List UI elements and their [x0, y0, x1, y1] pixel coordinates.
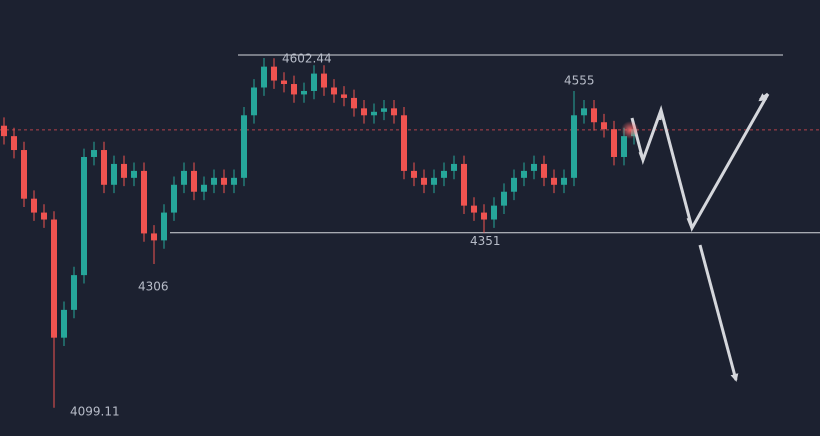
candle-body — [11, 136, 17, 151]
candle-body — [381, 108, 387, 112]
price-label: 4099.11 — [70, 404, 120, 418]
candle-body — [91, 150, 97, 157]
candle-body — [431, 177, 437, 185]
candle-body — [341, 94, 347, 98]
candle-body — [521, 170, 527, 178]
candle-body — [331, 87, 337, 95]
candle-body — [571, 115, 577, 178]
candle-body — [401, 115, 407, 171]
candle-body — [561, 177, 567, 185]
candle-body — [301, 90, 307, 95]
candle-body — [151, 233, 157, 241]
candle-body — [421, 177, 427, 185]
candle-body — [101, 150, 107, 185]
candle-body — [61, 309, 67, 338]
candle-body — [621, 136, 627, 157]
candle-body — [211, 177, 217, 185]
candle-body — [391, 108, 397, 116]
candle-body — [141, 170, 147, 234]
price-label: 4306 — [138, 280, 169, 294]
candle-body — [491, 205, 497, 220]
candle-body — [591, 108, 597, 123]
candle-body — [171, 184, 177, 213]
candle-body — [111, 163, 117, 185]
price-label: 4351 — [470, 234, 501, 248]
candle-body — [481, 212, 487, 220]
candle-body — [1, 125, 7, 137]
candle-body — [81, 156, 87, 276]
candle-body — [251, 87, 257, 116]
candle-body — [191, 170, 197, 192]
candle-body — [541, 163, 547, 178]
candle-body — [21, 150, 27, 199]
candle-body — [441, 170, 447, 178]
candle-body — [121, 163, 127, 178]
candle-body — [261, 66, 267, 88]
candle-body — [241, 115, 247, 178]
candle-body — [551, 177, 557, 185]
candle-body — [281, 80, 287, 85]
candle-body — [451, 163, 457, 171]
candle-body — [131, 170, 137, 178]
candle-body — [71, 275, 77, 310]
candle-body — [231, 177, 237, 185]
candle-body — [291, 84, 297, 95]
candle-body — [611, 129, 617, 157]
candle-body — [31, 198, 37, 213]
candle-body — [601, 122, 607, 130]
price-label: 4555 — [564, 73, 595, 87]
candle-body — [161, 212, 167, 241]
plot — [0, 54, 820, 408]
candle-body — [201, 184, 207, 192]
candle-body — [531, 163, 537, 171]
candle-body — [51, 219, 57, 338]
candle-body — [461, 163, 467, 206]
price-label: 4602.44 — [282, 51, 332, 65]
candle-body — [471, 205, 477, 213]
arrow-heads — [638, 94, 769, 229]
candle-body — [371, 111, 377, 116]
current-price-glow — [621, 121, 639, 139]
candle-body — [361, 108, 367, 116]
candle-body — [181, 170, 187, 185]
drawn-path-up — [630, 93, 770, 232]
candle-body — [581, 108, 587, 116]
candle-body — [271, 66, 277, 81]
drawn-path-down — [698, 244, 739, 382]
candle-body — [351, 97, 357, 109]
candle-body — [221, 177, 227, 185]
candle-body — [321, 73, 327, 88]
candle-body — [511, 177, 517, 192]
candle-body — [501, 191, 507, 206]
candle-body — [41, 212, 47, 220]
candle-body — [311, 73, 317, 91]
candle-body — [411, 170, 417, 178]
